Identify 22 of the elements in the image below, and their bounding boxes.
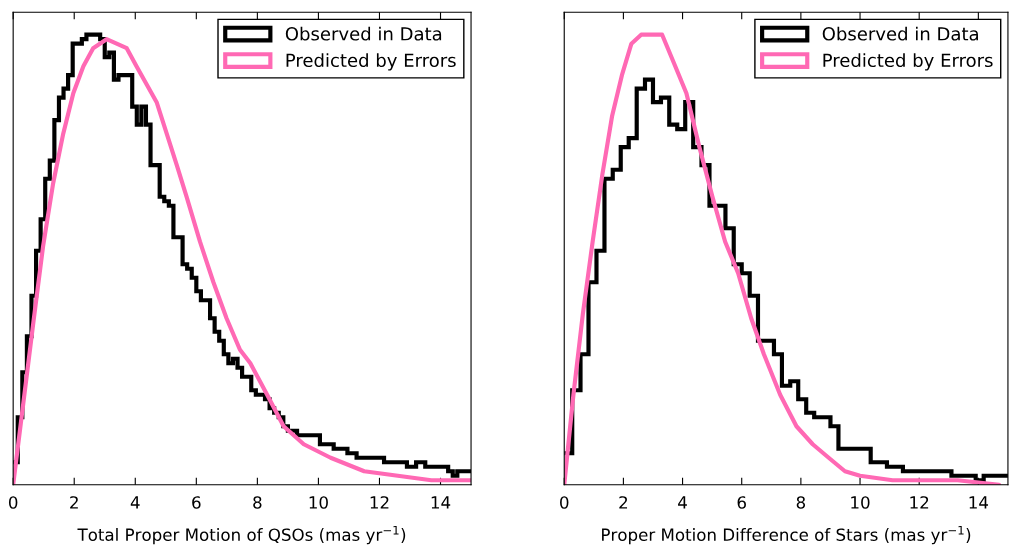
x-tick-label: 8 [253, 496, 262, 509]
legend-label: Observed in Data [822, 26, 978, 41]
x-axis-title: Total Proper Motion of QSOs (mas yr$^{−1}$) [77, 525, 406, 545]
x-tick-label: 10 [851, 496, 870, 509]
legend-label: Predicted by Errors [823, 53, 993, 71]
x-tick-label: 12 [370, 496, 389, 509]
x-tick-label: 14 [969, 496, 989, 509]
x-tick-label: 6 [192, 496, 201, 509]
x-tick-label: 10 [309, 496, 328, 509]
x-tick-label: 8 [796, 496, 806, 509]
x-tick-label: 6 [737, 496, 746, 509]
x-tick-label: 12 [910, 496, 929, 509]
x-tick-label: 4 [130, 496, 140, 509]
x-axis-title: Proper Motion Difference of Stars (mas yr$^{−1}$) [602, 525, 971, 545]
x-tick-label: 2 [70, 496, 78, 509]
x-tick-label: 0 [8, 496, 18, 509]
x-tick-label: 0 [560, 496, 569, 509]
x-tick-label: 2 [619, 496, 628, 509]
legend-label: Observed in Data [285, 26, 442, 41]
x-tick-label: 4 [678, 496, 687, 509]
legend-label: Predicted by Errors [286, 53, 456, 71]
x-tick-label: 14 [431, 496, 451, 509]
